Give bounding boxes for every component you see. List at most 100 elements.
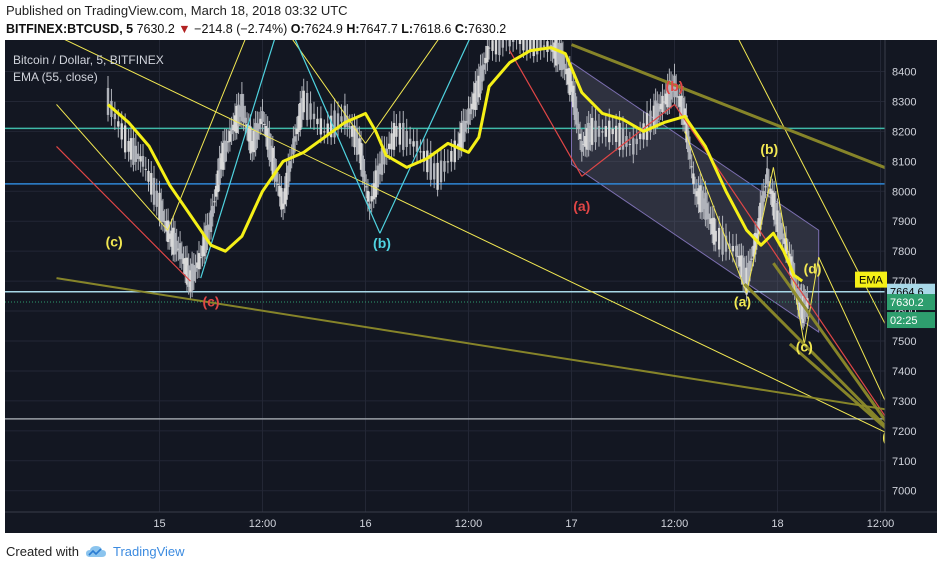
wave-line <box>772 167 805 345</box>
candle-body <box>678 96 681 107</box>
candle-body <box>702 198 705 210</box>
candle-body <box>556 42 559 65</box>
candle-body <box>333 110 336 138</box>
price-tick-label: 8300 <box>892 96 916 108</box>
candle-body <box>275 170 278 182</box>
candle-body <box>450 150 453 162</box>
candle-body <box>753 232 757 255</box>
ema-line <box>107 46 804 283</box>
candle-body <box>675 86 678 97</box>
candle-body <box>192 265 196 282</box>
low-value: 7618.6 <box>413 22 452 36</box>
candle-body <box>750 258 753 260</box>
down-arrow-icon: ▼ <box>178 22 191 36</box>
candle-body <box>575 108 578 125</box>
candle-body <box>664 93 668 105</box>
candle-body <box>150 173 153 195</box>
candle-body <box>144 168 147 170</box>
candle-body <box>501 40 505 48</box>
wave-line <box>738 40 885 325</box>
candle-body <box>261 111 264 122</box>
candle-body <box>305 92 309 120</box>
trendline <box>56 277 885 411</box>
trendline <box>788 342 885 430</box>
candle-body <box>312 113 316 120</box>
candle-body <box>604 126 608 137</box>
candle-body <box>390 133 393 150</box>
candle-body <box>405 130 408 147</box>
candle-body <box>752 245 755 257</box>
candle-body <box>273 158 276 180</box>
price-chart-svg[interactable]: (c)(c)(b)(a)(b)(b)(a)(d)(c)(e)(e)(c)7000… <box>5 40 937 533</box>
candle-body <box>147 170 150 182</box>
candle-body <box>185 257 189 285</box>
candle-body <box>477 75 480 98</box>
trendline <box>743 283 885 428</box>
candle-body <box>254 122 257 150</box>
candle-body <box>350 126 354 137</box>
candle-body <box>760 195 764 218</box>
candle-body <box>728 243 731 249</box>
candle-body <box>628 143 632 145</box>
candle-body <box>238 106 242 117</box>
candle-body <box>137 153 140 160</box>
wave-label: (d) <box>804 261 822 277</box>
price-tick-label: 7900 <box>892 216 916 228</box>
candle-body <box>676 96 680 98</box>
candle-body <box>486 45 489 63</box>
wave-label: (c) <box>202 294 219 310</box>
candle-body <box>366 190 370 202</box>
candle-body <box>223 140 226 163</box>
candle-body <box>376 165 380 188</box>
candle-body <box>180 253 184 259</box>
candle-body <box>293 136 297 142</box>
candle-body <box>759 202 762 230</box>
candle-body <box>194 266 197 272</box>
candle-body <box>652 105 656 128</box>
candle-body <box>743 268 747 285</box>
time-tick-label: 18 <box>771 518 783 530</box>
price-tick-label: 8200 <box>892 126 916 138</box>
candle-body <box>432 163 436 180</box>
candle-body <box>340 116 343 122</box>
candle-body <box>211 205 214 217</box>
candle-body <box>656 103 659 120</box>
price-tick-label: 8100 <box>892 156 916 168</box>
price-tick-label: 7500 <box>892 336 916 348</box>
candle-body <box>709 218 712 224</box>
candle-body <box>336 113 340 130</box>
candle-body <box>316 118 319 125</box>
candle-body <box>285 172 288 200</box>
price-tick-label: 7000 <box>892 486 916 498</box>
last-price: 7630.2 <box>136 22 175 36</box>
candle-body <box>446 161 450 163</box>
price-tick-label: 8400 <box>892 67 916 79</box>
candle-body <box>266 128 269 150</box>
candle-body <box>355 127 359 155</box>
candle-body <box>585 128 589 150</box>
candle-body <box>697 188 700 205</box>
price-tick-label: 7100 <box>892 456 916 468</box>
candle-body <box>436 162 439 190</box>
time-tick-label: 12:00 <box>455 518 483 530</box>
candle-body <box>276 183 280 185</box>
candle-body <box>429 152 432 180</box>
candle-body <box>806 298 809 309</box>
candle-body <box>178 243 182 260</box>
candle-body <box>460 122 463 150</box>
candle-body <box>155 190 158 207</box>
candle-body <box>378 163 382 175</box>
candle-body <box>680 95 683 118</box>
candle-body <box>209 210 213 233</box>
candle-body <box>177 248 180 250</box>
candle-body <box>225 141 228 152</box>
candle-body <box>368 203 371 209</box>
chart-area[interactable]: (c)(c)(b)(a)(b)(b)(a)(d)(c)(e)(e)(c)7000… <box>5 40 937 533</box>
wave-line <box>803 257 820 345</box>
candle-body <box>487 47 491 49</box>
candle-body <box>453 140 456 163</box>
candle-body <box>685 115 688 143</box>
price-badge-label: 7630.2 <box>890 297 924 309</box>
tradingview-link[interactable]: TradingView <box>112 544 185 559</box>
price-tick-label: 8000 <box>892 186 916 198</box>
